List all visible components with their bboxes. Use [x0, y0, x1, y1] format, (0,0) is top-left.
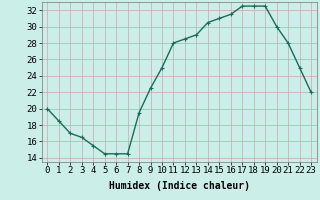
X-axis label: Humidex (Indice chaleur): Humidex (Indice chaleur)	[109, 181, 250, 191]
